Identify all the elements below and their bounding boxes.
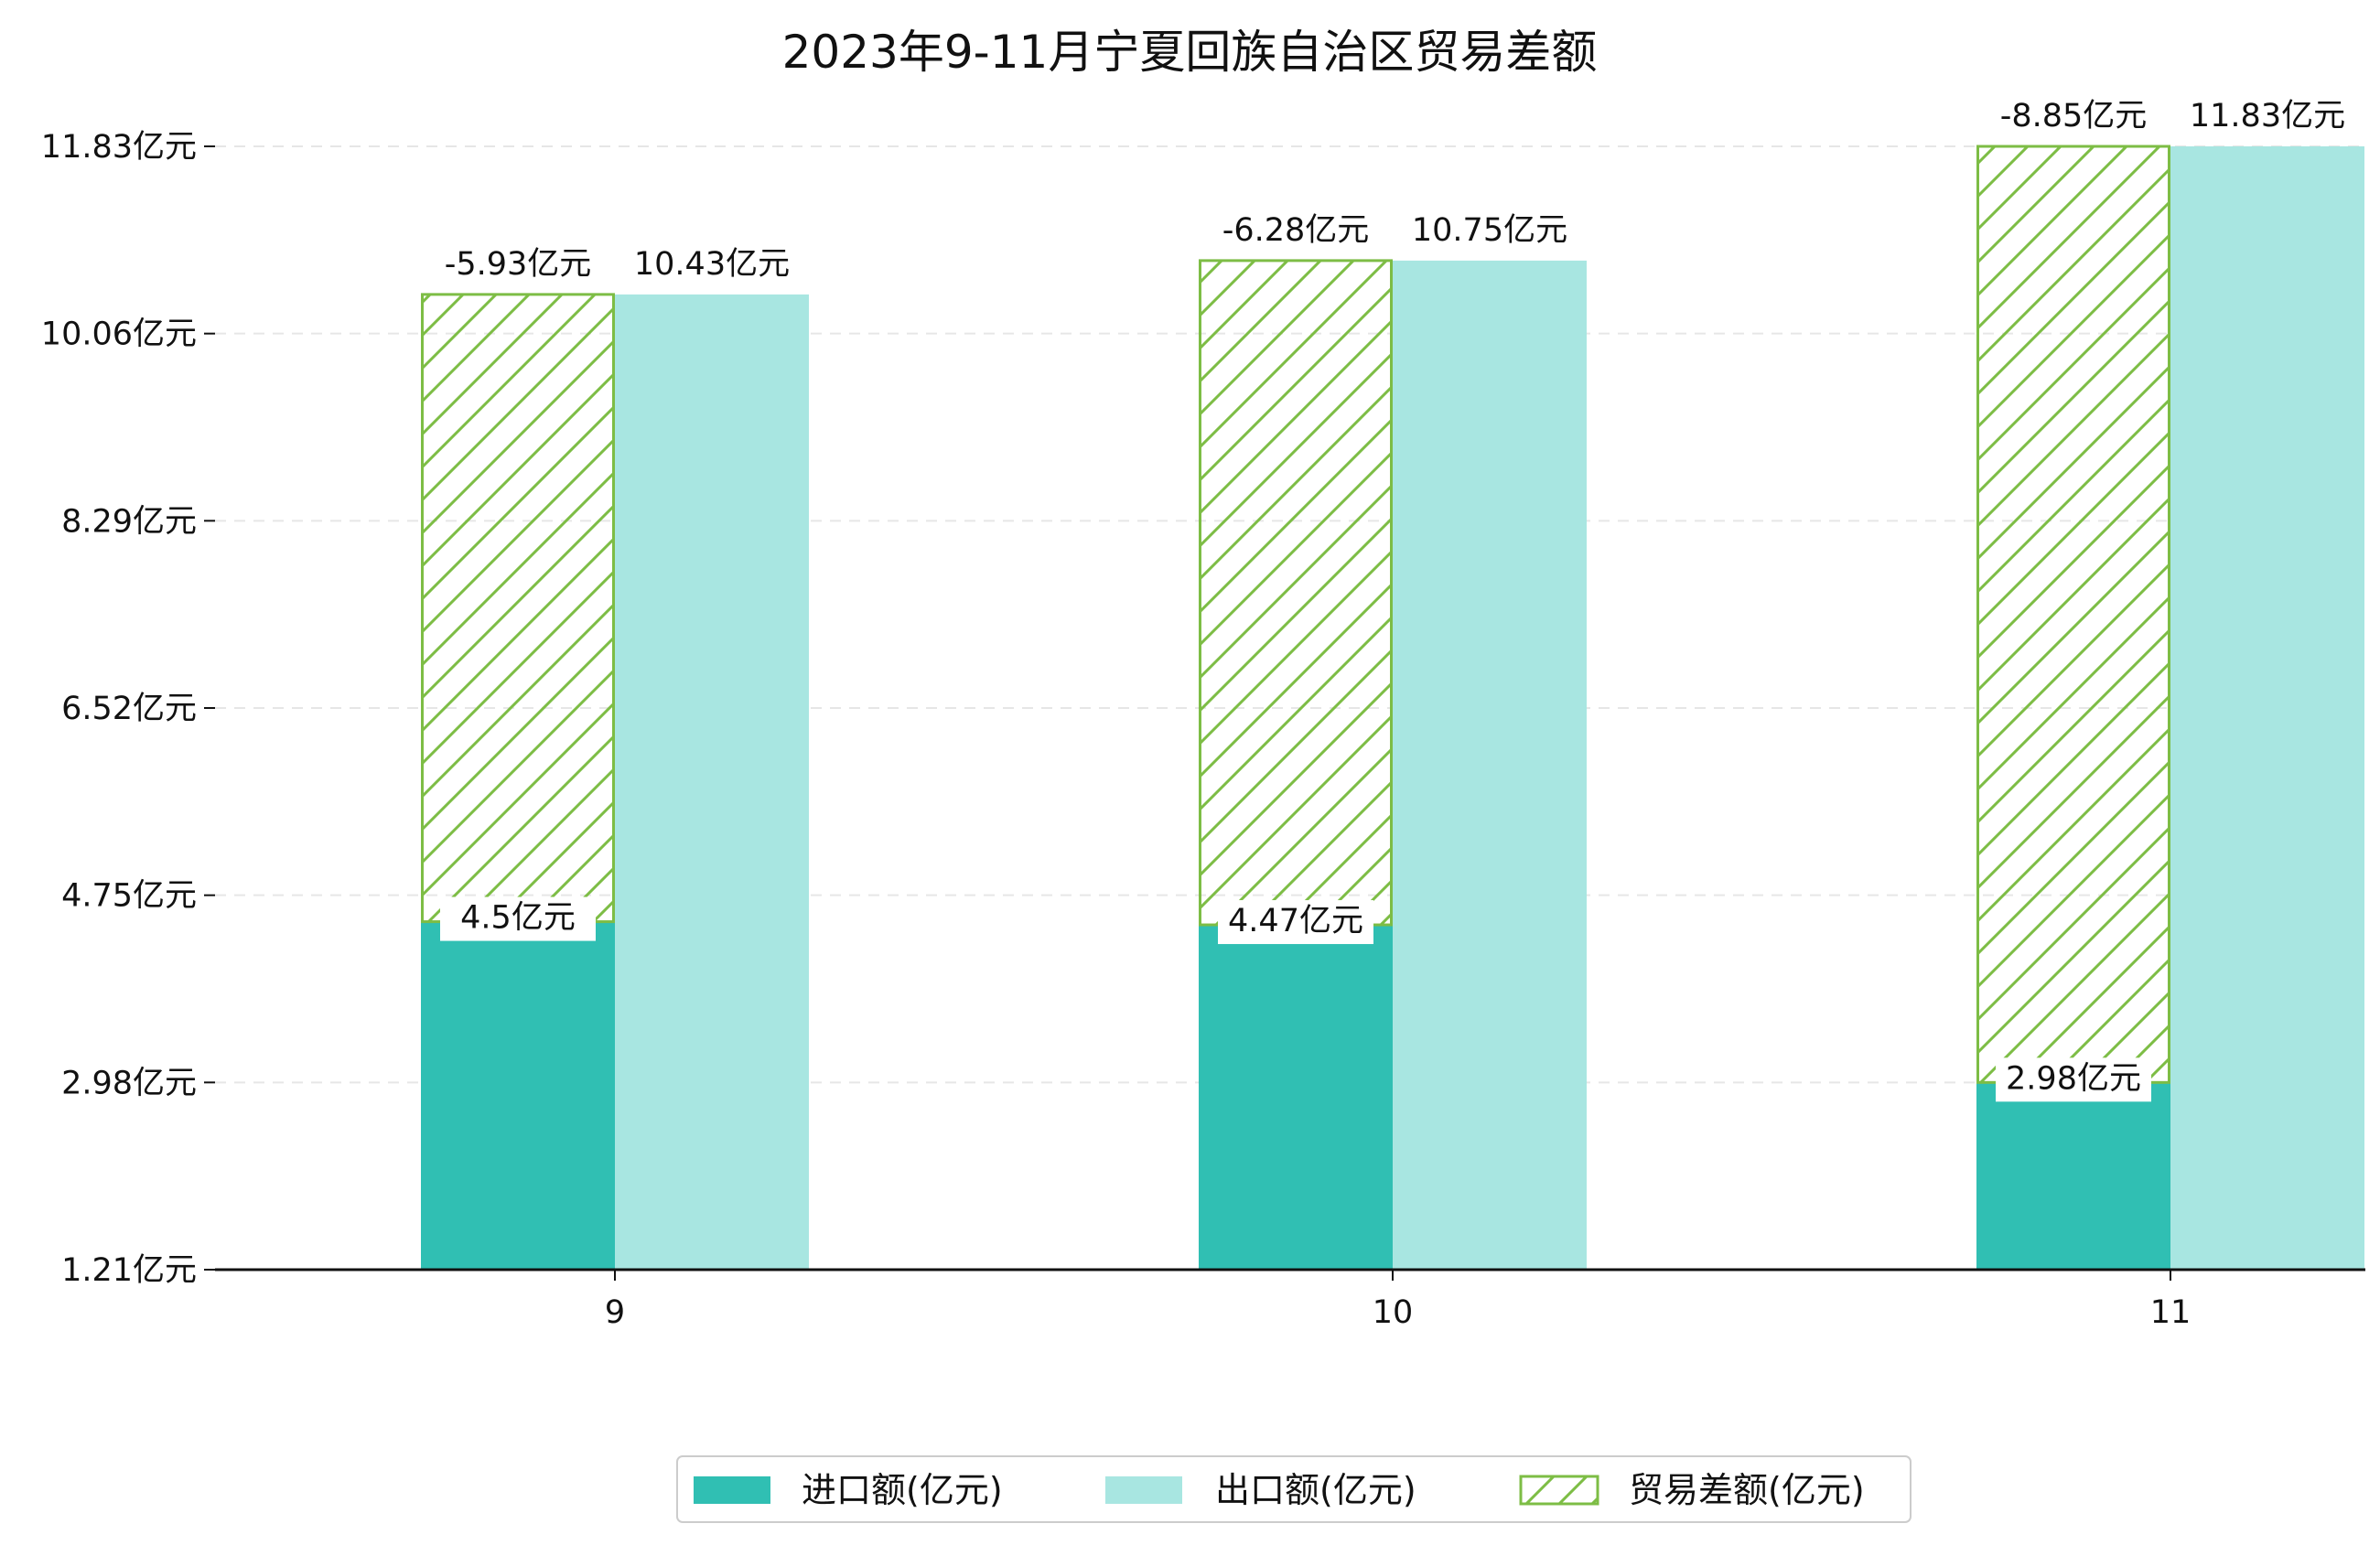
- legend-label: 进口额(亿元): [802, 1470, 1003, 1510]
- legend-box: [676, 1455, 1912, 1523]
- import-value-label-bg: [1996, 1057, 2151, 1102]
- import-bar: [421, 921, 615, 1270]
- trade-balance-value-label-bg: [1982, 95, 2165, 139]
- legend-label: 出口额(亿元): [1215, 1470, 1416, 1510]
- trade-balance-value-label-bg: [426, 242, 609, 287]
- data-labels: 4.5亿元 10.43亿元 -5.93亿元 4.47亿元 10.75亿元 -6.28亿元 2…: [426, 95, 2359, 1102]
- y-tick-label: 1.21亿元: [61, 1252, 197, 1289]
- export-value-label-bg: [1398, 209, 1581, 253]
- legend-swatch: [694, 1476, 770, 1504]
- import-bar: [1199, 925, 1393, 1270]
- legend-swatch: [1105, 1476, 1182, 1504]
- import-value-label: 2.98亿元: [2006, 1060, 2141, 1097]
- y-tick-label: 2.98亿元: [61, 1065, 197, 1101]
- legend-label: 贸易差额(亿元): [1629, 1470, 1865, 1510]
- y-tick-label: 4.75亿元: [61, 878, 197, 915]
- x-tick-label: 11: [2150, 1294, 2192, 1331]
- chart-title: 2023年9-11月宁夏回族自治区贸易差额: [782, 26, 1598, 79]
- x-tick-label: 9: [605, 1294, 625, 1331]
- bars: [421, 145, 2364, 1270]
- legend-swatch: [1519, 1475, 1599, 1506]
- y-tick-label: 10.06亿元: [41, 317, 197, 353]
- trade-balance-bar: [1976, 145, 2170, 1084]
- y-tick-label: 6.52亿元: [61, 691, 197, 727]
- trade-balance-bar: [1199, 259, 1393, 927]
- import-value-label: 4.5亿元: [460, 900, 576, 937]
- y-tick-label: 11.83亿元: [41, 129, 197, 166]
- export-value-label-bg: [2176, 95, 2359, 139]
- trade-balance-value-label: -8.85亿元: [2000, 98, 2148, 134]
- export-value-label: 10.43亿元: [634, 246, 790, 283]
- import-value-label: 4.47亿元: [1228, 903, 1363, 939]
- trade-balance-value-label: -6.28亿元: [1222, 212, 1370, 249]
- import-value-label-bg: [1218, 900, 1373, 945]
- trade-balance-bar: [421, 293, 615, 924]
- trade-balance-value-label: -5.93亿元: [445, 246, 592, 283]
- export-bar: [1393, 260, 1587, 1270]
- export-bar: [2170, 146, 2364, 1270]
- axes: 1.21亿元 2.98亿元 4.75亿元 6.52亿元 8.29亿元 10.06亿元 11.…: [41, 129, 2365, 1331]
- x-tick-label: 10: [1373, 1294, 1414, 1331]
- export-value-label: 11.83亿元: [2190, 98, 2345, 134]
- export-value-label-bg: [620, 242, 803, 287]
- legend: 进口额(亿元) 出口额(亿元) 贸易差额(亿元): [676, 1455, 1912, 1523]
- y-tick-label: 8.29亿元: [61, 503, 197, 540]
- export-bar: [615, 294, 809, 1270]
- import-bar: [1976, 1082, 2170, 1270]
- export-value-label: 10.75亿元: [1412, 212, 1567, 249]
- trade-balance-value-label-bg: [1204, 209, 1387, 253]
- import-value-label-bg: [440, 896, 596, 941]
